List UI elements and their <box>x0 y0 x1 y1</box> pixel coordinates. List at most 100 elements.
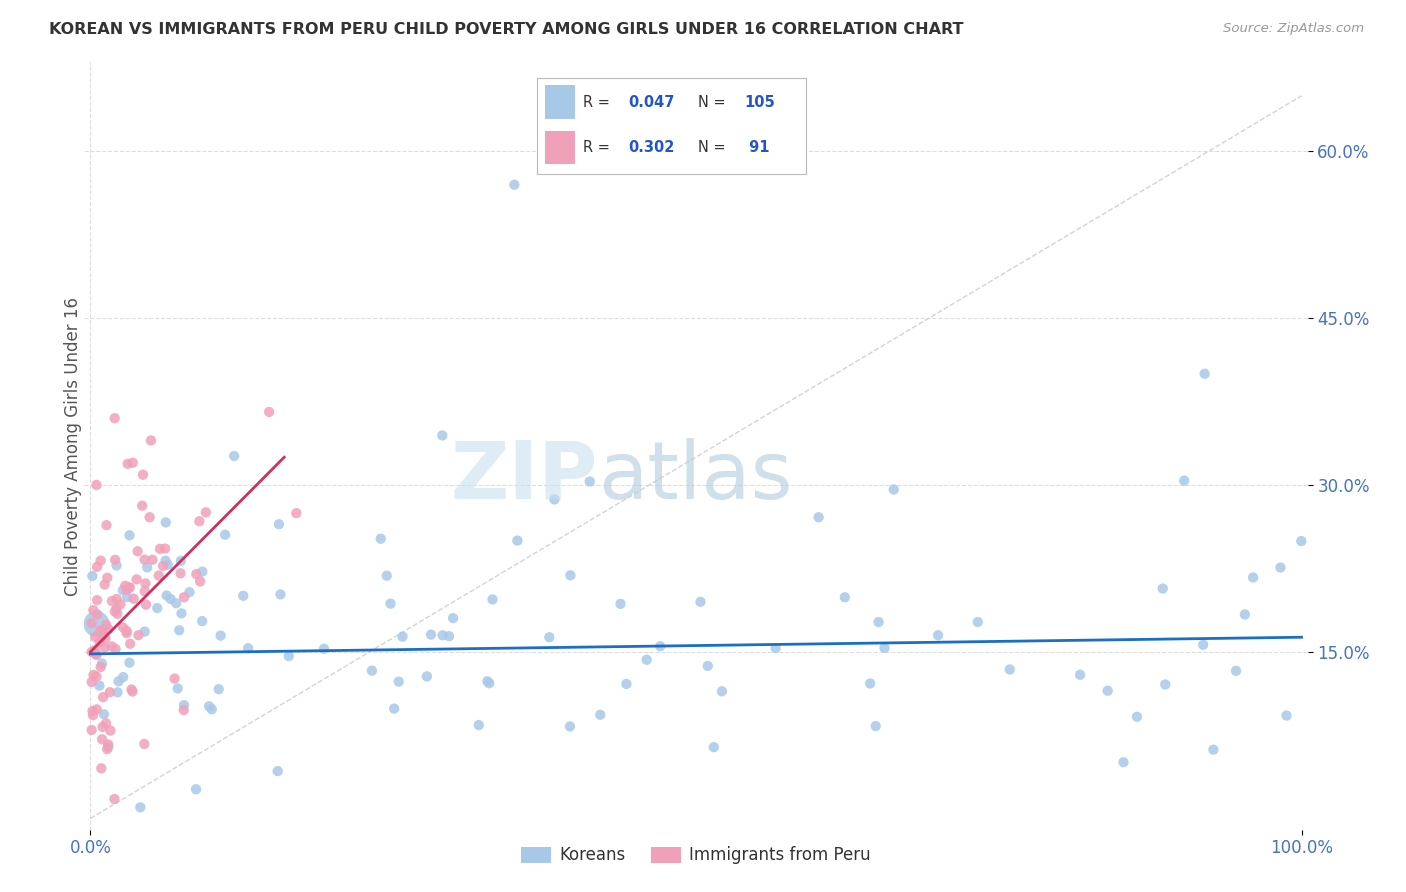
Point <box>97 740 120 755</box>
Point <box>149 541 172 556</box>
Point <box>589 707 612 722</box>
Point <box>121 682 143 697</box>
Point <box>170 607 193 621</box>
Point <box>80 616 103 631</box>
Point <box>136 560 159 574</box>
Point <box>112 670 135 684</box>
Point <box>173 698 195 712</box>
Point <box>236 641 259 656</box>
Point <box>859 676 882 690</box>
Point <box>139 434 162 448</box>
Point <box>115 590 138 604</box>
Point <box>277 649 299 664</box>
Point <box>115 582 138 597</box>
Point <box>166 681 188 696</box>
Point <box>155 516 177 530</box>
Point <box>432 428 454 442</box>
Point <box>481 592 503 607</box>
Point <box>1194 367 1216 381</box>
Point <box>380 597 402 611</box>
Point <box>1154 677 1177 691</box>
Point <box>1233 607 1256 622</box>
Point <box>703 740 725 755</box>
Point <box>558 719 581 733</box>
Point <box>90 660 112 674</box>
Point <box>141 553 163 567</box>
Point <box>86 478 108 492</box>
Point <box>86 648 108 662</box>
Point <box>134 737 156 751</box>
Point <box>468 718 491 732</box>
Point <box>94 716 117 731</box>
Point <box>96 518 118 533</box>
Point <box>765 641 787 656</box>
Point <box>91 720 114 734</box>
Point <box>186 567 208 582</box>
Point <box>104 411 127 425</box>
Point <box>538 630 561 644</box>
Point <box>966 615 988 629</box>
Point <box>188 514 211 528</box>
Point <box>155 554 177 568</box>
Point <box>169 566 191 581</box>
Point <box>111 583 134 598</box>
Point <box>156 558 179 572</box>
Point <box>269 587 291 601</box>
Point <box>118 581 141 595</box>
Point <box>167 624 190 638</box>
Point <box>689 595 711 609</box>
Point <box>91 732 114 747</box>
Point <box>105 601 128 615</box>
Point <box>1270 560 1292 574</box>
Point <box>86 559 108 574</box>
Point <box>506 533 529 548</box>
Point <box>194 505 217 519</box>
Point <box>98 685 121 699</box>
Point <box>432 628 454 642</box>
Point <box>134 584 156 599</box>
Point <box>114 579 136 593</box>
Point <box>129 800 152 814</box>
Point <box>179 585 201 599</box>
Point <box>97 738 120 752</box>
Point <box>636 653 658 667</box>
Point <box>82 704 104 718</box>
Point <box>375 568 398 582</box>
Point <box>115 624 138 638</box>
Legend: Koreans, Immigrants from Peru: Koreans, Immigrants from Peru <box>515 839 877 871</box>
Point <box>834 591 856 605</box>
Point <box>543 492 565 507</box>
Point <box>927 628 949 642</box>
Point <box>188 574 211 589</box>
Point <box>388 674 411 689</box>
Point <box>125 573 148 587</box>
Point <box>80 723 103 737</box>
Point <box>93 707 115 722</box>
Point <box>134 624 156 639</box>
Point <box>1225 664 1247 678</box>
Point <box>391 630 413 644</box>
Point <box>122 591 145 606</box>
Point <box>104 553 127 567</box>
Point <box>807 510 830 524</box>
Text: atlas: atlas <box>598 438 793 516</box>
Point <box>93 640 115 655</box>
Point <box>361 664 384 678</box>
Point <box>873 640 896 655</box>
Point <box>86 607 108 622</box>
Point <box>285 506 308 520</box>
Point <box>135 598 157 612</box>
Point <box>420 627 443 641</box>
Point <box>1241 570 1264 584</box>
Point <box>184 782 207 797</box>
Point <box>91 657 114 671</box>
Point <box>127 628 149 642</box>
Point <box>198 699 221 714</box>
Point <box>94 632 117 646</box>
Point <box>93 577 115 591</box>
Point <box>90 628 112 642</box>
Point <box>86 702 108 716</box>
Point <box>696 659 718 673</box>
Point <box>437 629 460 643</box>
Point <box>82 708 104 723</box>
